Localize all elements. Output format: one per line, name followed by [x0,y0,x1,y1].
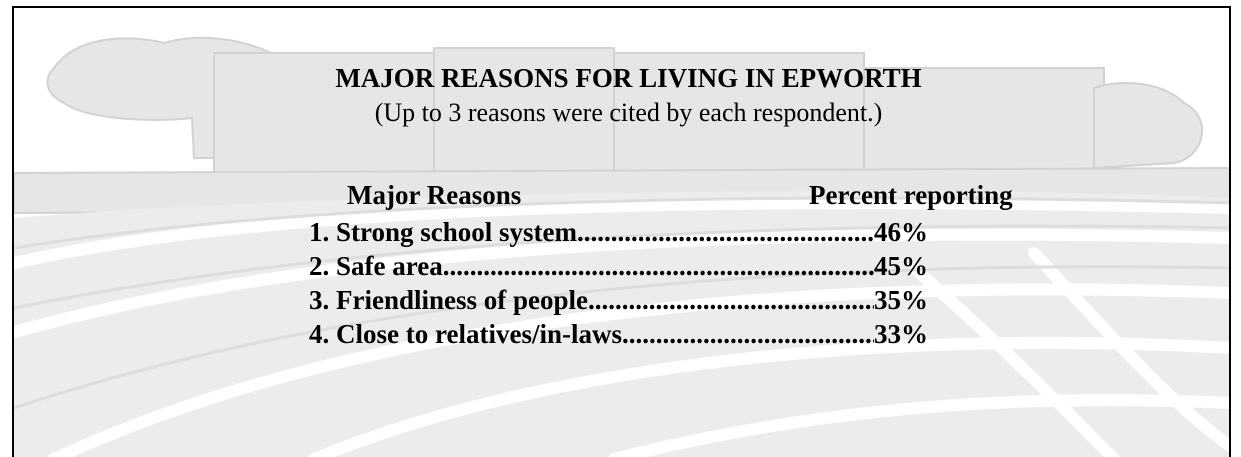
dot-leader: ........................................… [588,285,874,315]
reason-label: 2. Safe area [309,251,443,281]
list-item: 2. Safe area............................… [309,249,974,283]
list-item: 4. Close to relatives/in-laws...........… [309,317,974,351]
dot-leader: ........................................… [577,217,874,247]
reason-percent: 35% [874,285,928,315]
document-frame: MAJOR REASONS FOR LIVING IN EPWORTH (Up … [12,6,1231,457]
column-header-reasons: Major Reasons [347,180,522,210]
page-title: MAJOR REASONS FOR LIVING IN EPWORTH [335,63,922,93]
column-header-percent: Percent reporting [809,180,1013,210]
reason-label: 4. Close to relatives/in-laws [309,319,622,349]
reason-percent: 46% [874,217,928,247]
reason-percent: 45% [874,251,928,281]
reason-label: 1. Strong school system [309,217,578,247]
list-item: 3. Friendliness of people...............… [309,283,974,317]
dot-leader: ........................................… [621,319,874,349]
town-background-illustration [14,36,1229,457]
reason-label: 3. Friendliness of people [309,285,589,315]
reasons-list: 1. Strong school system.................… [309,215,974,351]
dot-leader: ........................................… [442,251,874,281]
page-subtitle: (Up to 3 reasons were cited by each resp… [374,98,883,127]
list-item: 1. Strong school system.................… [309,215,974,249]
reason-percent: 33% [874,319,928,349]
